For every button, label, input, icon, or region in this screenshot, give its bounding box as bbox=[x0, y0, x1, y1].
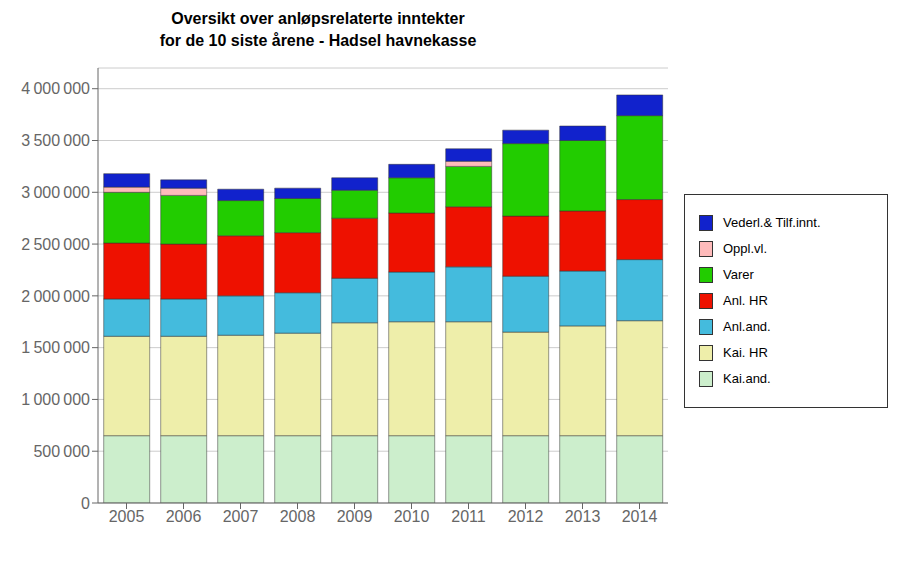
html-text:Varer: Varer bbox=[723, 267, 754, 282]
svg-text:3 000 000: 3 000 000 bbox=[21, 184, 90, 201]
svg-text:2008: 2008 bbox=[280, 508, 316, 525]
svg-text:2013: 2013 bbox=[565, 508, 601, 525]
svg-text:2 000 000: 2 000 000 bbox=[21, 288, 90, 305]
svg-text:500 000: 500 000 bbox=[33, 443, 90, 460]
svg-text:2006: 2006 bbox=[166, 508, 202, 525]
html-text:Anl.and.: Anl.and. bbox=[723, 319, 771, 334]
svg-text:2014: 2014 bbox=[622, 508, 658, 525]
html-text:Anl. HR: Anl. HR bbox=[723, 293, 768, 308]
svg-text:0: 0 bbox=[81, 495, 90, 512]
svg-text:2010: 2010 bbox=[394, 508, 430, 525]
html-text:Vederl.& Tilf.innt.: Vederl.& Tilf.innt. bbox=[723, 215, 821, 230]
svg-text:2007: 2007 bbox=[223, 508, 259, 525]
html-text:Kai. HR: Kai. HR bbox=[723, 345, 768, 360]
svg-text:2005: 2005 bbox=[109, 508, 145, 525]
svg-text:4 000 000: 4 000 000 bbox=[21, 80, 90, 97]
svg-text:2012: 2012 bbox=[508, 508, 544, 525]
svg-text:2009: 2009 bbox=[337, 508, 373, 525]
svg-text:2 500 000: 2 500 000 bbox=[21, 236, 90, 253]
html-text:Kai.and.: Kai.and. bbox=[723, 371, 771, 386]
svg-text:1 000 000: 1 000 000 bbox=[21, 391, 90, 408]
svg-text:2011: 2011 bbox=[451, 508, 486, 525]
svg-text:1 500 000: 1 500 000 bbox=[21, 339, 90, 356]
html-text:Oppl.vl.: Oppl.vl. bbox=[723, 241, 768, 256]
html-text:Oversikt over anløpsrelaterte: Oversikt over anløpsrelaterte inntekter … bbox=[159, 10, 477, 49]
svg-text:3 500 000: 3 500 000 bbox=[21, 132, 90, 149]
